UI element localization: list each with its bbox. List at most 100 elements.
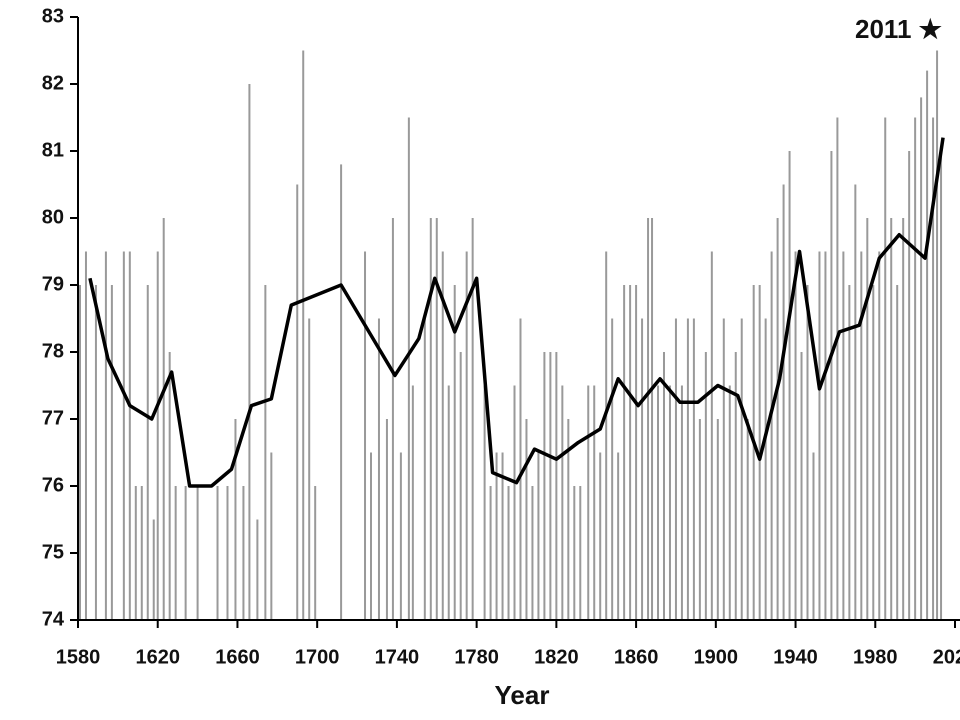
bar bbox=[914, 117, 917, 620]
bar bbox=[651, 218, 654, 620]
bar bbox=[156, 251, 159, 620]
bar bbox=[385, 419, 388, 620]
bar bbox=[84, 251, 87, 620]
bar bbox=[407, 117, 410, 620]
y-tick-label: 78 bbox=[42, 340, 64, 362]
bar bbox=[593, 385, 596, 620]
bar bbox=[623, 285, 626, 620]
bar bbox=[134, 486, 137, 620]
bar bbox=[830, 151, 833, 620]
bar bbox=[932, 117, 935, 620]
bar bbox=[776, 218, 779, 620]
bar bbox=[902, 218, 905, 620]
bar bbox=[728, 385, 731, 620]
x-tick-label: 1780 bbox=[454, 646, 499, 668]
y-tick-label: 77 bbox=[42, 407, 64, 429]
x-tick-label: 1700 bbox=[295, 646, 340, 668]
bar bbox=[896, 285, 899, 620]
bar bbox=[567, 419, 570, 620]
bar bbox=[866, 218, 869, 620]
bar bbox=[617, 452, 620, 620]
bar bbox=[168, 352, 171, 620]
bar bbox=[429, 218, 432, 620]
bar bbox=[543, 352, 546, 620]
bar bbox=[878, 251, 881, 620]
bar bbox=[369, 452, 372, 620]
bar bbox=[599, 452, 602, 620]
bar bbox=[391, 218, 394, 620]
bar bbox=[647, 218, 650, 620]
bar bbox=[872, 285, 875, 620]
bar bbox=[940, 151, 943, 620]
bar bbox=[216, 486, 219, 620]
bar bbox=[459, 352, 462, 620]
bar bbox=[555, 352, 558, 620]
bar bbox=[920, 97, 923, 620]
bar bbox=[226, 486, 229, 620]
bar bbox=[710, 251, 713, 620]
bar bbox=[314, 486, 317, 620]
bar bbox=[501, 452, 504, 620]
x-tick-label: 1980 bbox=[853, 646, 898, 668]
bar bbox=[890, 218, 893, 620]
x-tick-label: 1660 bbox=[215, 646, 260, 668]
bar bbox=[824, 251, 827, 620]
bar bbox=[513, 385, 516, 620]
bar bbox=[752, 285, 755, 620]
bar bbox=[377, 318, 380, 620]
bar bbox=[657, 385, 660, 620]
bar bbox=[692, 318, 695, 620]
annotation: 2011 ★ bbox=[855, 14, 943, 44]
bar bbox=[196, 486, 199, 620]
bar bbox=[152, 519, 155, 620]
bar bbox=[662, 352, 665, 620]
bar bbox=[860, 251, 863, 620]
y-tick-label: 76 bbox=[42, 474, 64, 496]
x-tick-label: 1900 bbox=[694, 646, 739, 668]
bar bbox=[489, 486, 492, 620]
bar bbox=[441, 251, 444, 620]
bar bbox=[936, 50, 939, 620]
bar bbox=[234, 419, 237, 620]
bar bbox=[525, 419, 528, 620]
bar bbox=[926, 70, 929, 621]
y-tick-label: 83 bbox=[42, 5, 64, 27]
bar bbox=[453, 285, 456, 620]
bar bbox=[884, 117, 887, 620]
bar bbox=[495, 452, 498, 620]
y-tick-label: 80 bbox=[42, 206, 64, 228]
bar bbox=[78, 285, 81, 620]
bar bbox=[836, 117, 839, 620]
x-axis-label: Year bbox=[495, 680, 550, 710]
bar bbox=[782, 184, 785, 620]
y-tick-label: 79 bbox=[42, 273, 64, 295]
bar bbox=[184, 486, 187, 620]
bar bbox=[248, 84, 251, 620]
x-tick-label: 1820 bbox=[534, 646, 579, 668]
x-tick-label: 2020 bbox=[933, 646, 960, 668]
x-tick-label: 1940 bbox=[773, 646, 818, 668]
bar bbox=[435, 218, 438, 620]
bar bbox=[698, 419, 701, 620]
bar bbox=[674, 318, 677, 620]
bar bbox=[531, 486, 534, 620]
x-tick-label: 1620 bbox=[135, 646, 180, 668]
bar bbox=[296, 184, 299, 620]
y-tick-label: 74 bbox=[42, 608, 65, 630]
bar bbox=[734, 352, 737, 620]
bar bbox=[302, 50, 305, 620]
bar bbox=[549, 352, 552, 620]
bar bbox=[740, 318, 743, 620]
bar bbox=[806, 285, 809, 620]
bar bbox=[122, 251, 125, 620]
bar bbox=[764, 318, 767, 620]
y-tick-label: 82 bbox=[42, 72, 64, 94]
bar bbox=[842, 251, 845, 620]
bar bbox=[264, 285, 267, 620]
bar bbox=[399, 452, 402, 620]
bar bbox=[140, 486, 143, 620]
y-tick-label: 75 bbox=[42, 541, 64, 563]
bar bbox=[104, 251, 107, 620]
